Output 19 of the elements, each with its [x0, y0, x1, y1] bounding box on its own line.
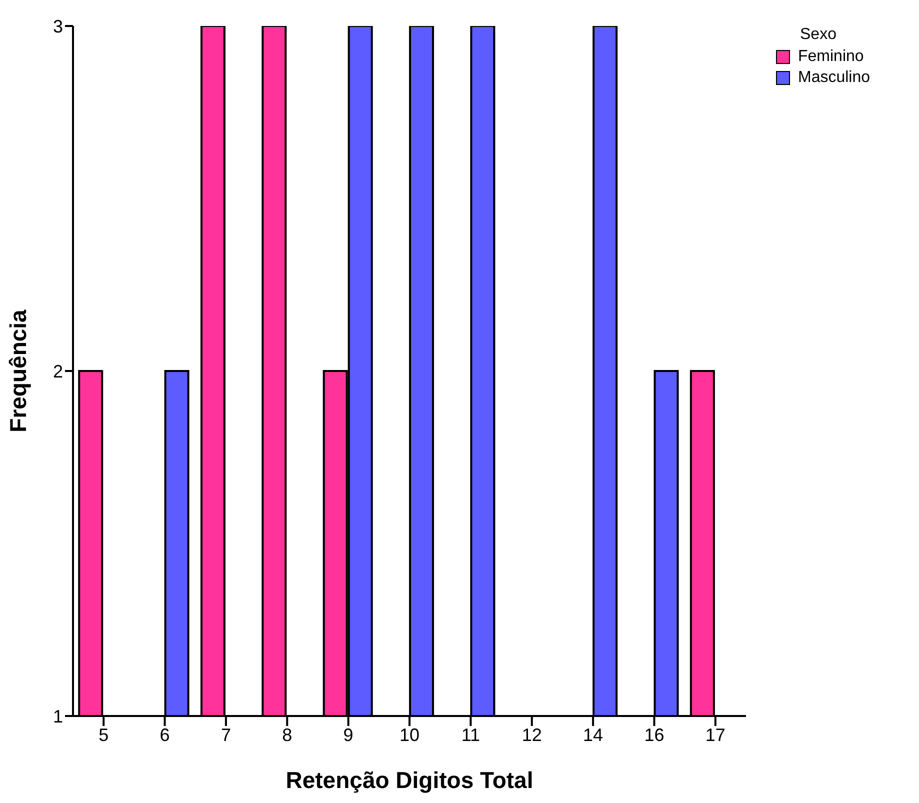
x-tick-label: 6: [160, 724, 170, 745]
y-tick-label: 2: [52, 361, 63, 382]
x-tick-label: 11: [461, 724, 480, 745]
x-tick-label: 14: [583, 724, 604, 745]
x-axis-title: Retenção Digitos Total: [286, 767, 534, 793]
x-tick-label: 17: [705, 724, 726, 745]
legend-title: Sexo: [799, 26, 838, 44]
y-tick-label: 1: [52, 706, 63, 726]
x-tick-label: 9: [343, 724, 354, 745]
x-tick-label: 8: [282, 724, 292, 745]
x-tick-label: 5: [98, 724, 109, 745]
y-tick-label: 3: [52, 16, 63, 36]
legend-label: Feminino: [798, 48, 864, 66]
x-tick-label: 7: [220, 724, 231, 745]
x-tick-label: 12: [522, 724, 542, 745]
y-axis-title: Frequência: [5, 309, 32, 432]
x-tick-label: 10: [399, 724, 420, 745]
legend-label: Masculino: [798, 69, 870, 87]
x-tick-label: 16: [644, 724, 664, 745]
